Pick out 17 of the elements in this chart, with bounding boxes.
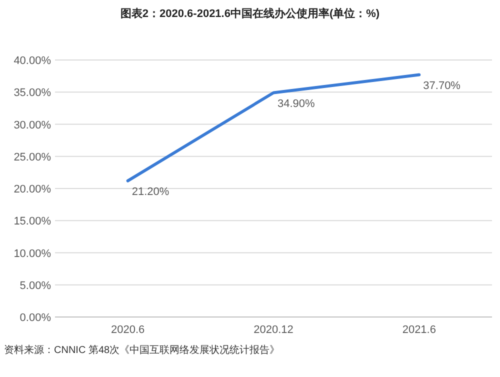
y-tick-label: 25.00% xyxy=(14,151,52,164)
data-label: 34.90% xyxy=(278,98,316,110)
x-tick-label: 2020.12 xyxy=(254,324,294,336)
data-label: 37.70% xyxy=(423,80,461,92)
y-tick-label: 35.00% xyxy=(14,87,52,100)
y-tick-label: 20.00% xyxy=(14,184,52,196)
y-tick-label: 40.00% xyxy=(14,55,52,67)
y-tick-label: 5.00% xyxy=(20,280,52,292)
x-tick-label: 2021.6 xyxy=(402,324,436,336)
chart-title: 图表2：2020.6-2021.6中国在线办公使用率(单位：%) xyxy=(120,7,380,20)
y-tick-label: 30.00% xyxy=(14,119,52,132)
y-tick-label: 0.00% xyxy=(20,312,52,324)
x-tick-label: 2020.6 xyxy=(111,324,145,336)
y-tick-label: 15.00% xyxy=(14,216,52,228)
y-tick-label: 10.00% xyxy=(14,248,52,260)
data-label: 21.20% xyxy=(132,186,170,198)
text: 资料来源：CNNIC 第48次《中国互联网络发展状况统计报告》 xyxy=(4,344,280,356)
